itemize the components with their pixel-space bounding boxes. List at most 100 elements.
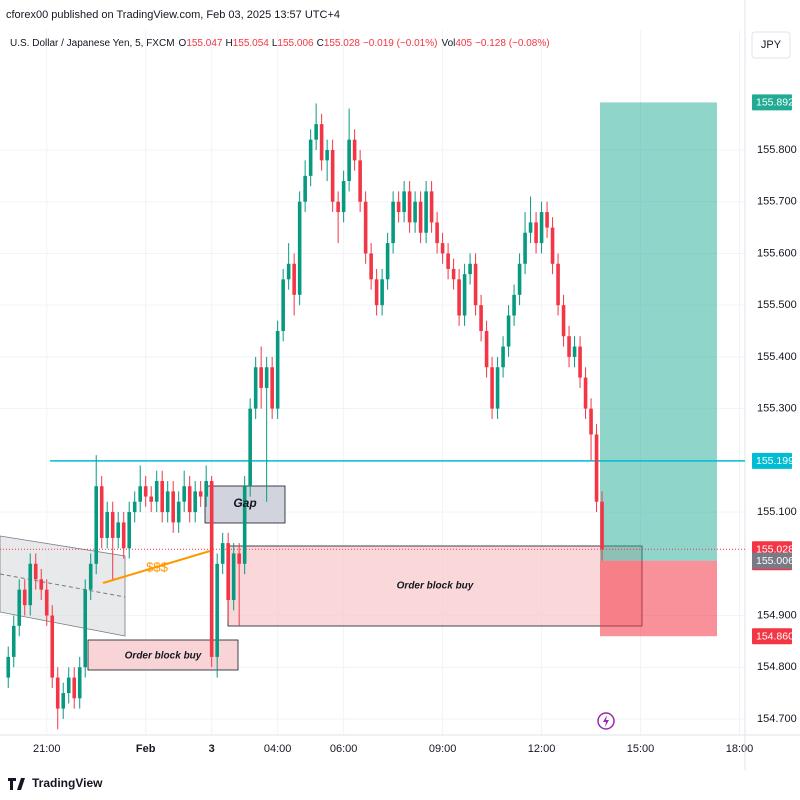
candle-body bbox=[44, 589, 49, 616]
candle-body bbox=[83, 589, 88, 668]
candle-body bbox=[143, 486, 148, 497]
candle-body bbox=[407, 191, 412, 223]
candle-body bbox=[468, 263, 472, 275]
candle-body bbox=[193, 491, 197, 513]
candle-body bbox=[138, 486, 143, 502]
candle-body bbox=[429, 191, 434, 223]
candle-body bbox=[424, 191, 428, 233]
legend: U.S. Dollar / Japanese Yen, 5, FXCM O155.… bbox=[10, 38, 550, 49]
candle-body bbox=[99, 486, 104, 538]
candle-body bbox=[209, 481, 214, 657]
candle-body bbox=[132, 501, 137, 513]
candle-body bbox=[314, 124, 318, 140]
annotation: Order block buy bbox=[397, 581, 474, 592]
candle-body bbox=[204, 481, 208, 497]
candle-body bbox=[281, 279, 285, 332]
x-tick-label: 09:00 bbox=[429, 743, 457, 755]
candle-body bbox=[534, 222, 538, 244]
event-icon[interactable] bbox=[597, 712, 615, 730]
candle-body bbox=[462, 274, 467, 316]
price-tag-label: 155.028 bbox=[756, 544, 794, 556]
x-tick-label: Feb bbox=[136, 743, 156, 755]
candle-body bbox=[55, 677, 60, 709]
candle-body bbox=[116, 522, 121, 538]
legend-text: 155.047 bbox=[186, 38, 223, 49]
candle-body bbox=[517, 263, 522, 295]
y-tick-label: 155.300 bbox=[757, 403, 797, 415]
annotation: $$$ bbox=[146, 559, 168, 574]
candle-body bbox=[341, 181, 346, 213]
candle-body bbox=[39, 579, 44, 590]
candle-body bbox=[176, 501, 181, 523]
candle-body bbox=[374, 279, 379, 306]
candle-body bbox=[512, 294, 516, 316]
attribution: cforex00 published on TradingView.com, F… bbox=[6, 9, 340, 21]
y-tick-label: 155.500 bbox=[757, 299, 797, 311]
candle-body bbox=[501, 346, 505, 368]
candle-body bbox=[286, 263, 291, 280]
candle-body bbox=[550, 227, 555, 264]
candle-body bbox=[369, 253, 373, 280]
candle-body bbox=[330, 150, 335, 202]
candle-body bbox=[336, 201, 340, 213]
currency[interactable]: JPY bbox=[761, 39, 782, 51]
channel-mid bbox=[0, 573, 126, 598]
candle-body bbox=[182, 486, 186, 502]
legend-text: H bbox=[225, 38, 233, 49]
candle-body bbox=[418, 201, 423, 233]
candle-body bbox=[380, 279, 384, 306]
candle-body bbox=[490, 367, 494, 409]
candle-body bbox=[259, 367, 263, 388]
candle-body bbox=[264, 367, 269, 388]
candle-body bbox=[457, 279, 461, 316]
y-tick-label: 155.800 bbox=[757, 144, 797, 156]
candle-body bbox=[297, 201, 302, 295]
candle-body bbox=[237, 553, 241, 564]
legend-text: −0.128 (−0.08%) bbox=[475, 38, 550, 49]
x-tick-label: 18:00 bbox=[726, 743, 754, 755]
candle-body bbox=[303, 175, 307, 202]
candle-body bbox=[435, 222, 439, 244]
candle-body bbox=[506, 315, 511, 347]
candle-body bbox=[248, 408, 252, 487]
candle-body bbox=[567, 336, 571, 357]
legend-text: O bbox=[178, 38, 187, 49]
candle-body bbox=[121, 522, 126, 549]
x-tick-label: 06:00 bbox=[330, 743, 358, 755]
candle-body bbox=[523, 232, 527, 264]
candle-body bbox=[600, 501, 604, 550]
legend-text: 155.006 bbox=[277, 38, 314, 49]
candle-body bbox=[275, 331, 280, 409]
candle-body bbox=[198, 491, 203, 497]
legend-text: L bbox=[271, 38, 278, 49]
candle-body bbox=[270, 367, 274, 409]
candle-body bbox=[22, 589, 27, 606]
candle-body bbox=[402, 191, 406, 213]
candle-body bbox=[589, 408, 593, 435]
candle-body bbox=[33, 563, 38, 580]
liquidity-line bbox=[102, 550, 211, 584]
price-tag-label: 154.860 bbox=[756, 630, 794, 642]
candle-body bbox=[253, 367, 258, 409]
candle-body bbox=[72, 677, 77, 699]
y-tick-label: 155.600 bbox=[757, 247, 797, 259]
candle-body bbox=[308, 139, 313, 176]
price-tag bbox=[752, 628, 792, 645]
candle-body bbox=[539, 212, 544, 244]
candle-body bbox=[385, 243, 390, 280]
y-tick-label: 154.900 bbox=[757, 609, 797, 621]
candle-body bbox=[446, 253, 450, 269]
x-tick-label: 12:00 bbox=[528, 743, 556, 755]
candle-body bbox=[11, 625, 16, 657]
candle-body bbox=[347, 139, 351, 182]
x-tick-label: 15:00 bbox=[627, 743, 655, 755]
currency-box[interactable] bbox=[751, 31, 791, 59]
candle-body bbox=[105, 512, 110, 538]
price-tag bbox=[752, 94, 792, 111]
candle-body bbox=[226, 543, 230, 600]
y-tick-label: 154.800 bbox=[757, 661, 797, 673]
candle-body bbox=[215, 563, 219, 657]
candle-body bbox=[28, 563, 33, 606]
legend-text: 155.028 bbox=[323, 38, 360, 49]
candle-body bbox=[242, 486, 247, 564]
